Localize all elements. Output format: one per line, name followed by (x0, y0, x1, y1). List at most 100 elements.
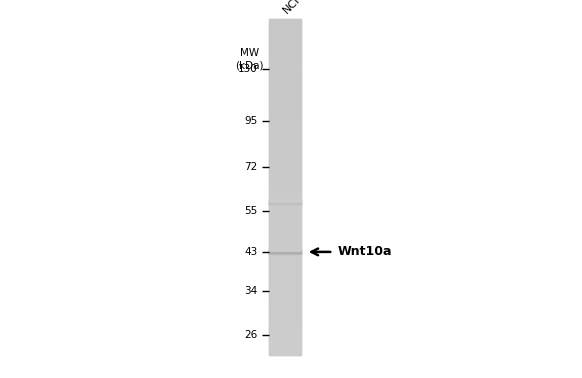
Bar (269, 116, 301, 120)
Bar (269, 150, 301, 153)
Bar (269, 96, 301, 100)
Text: 95: 95 (244, 116, 257, 126)
Bar (269, 234, 301, 238)
Bar (269, 93, 301, 96)
Bar (269, 19, 301, 22)
Bar (269, 183, 301, 187)
Bar (269, 119, 301, 123)
Bar (269, 113, 301, 116)
Bar (269, 203, 301, 207)
Bar (269, 106, 301, 110)
Bar (269, 308, 301, 311)
Bar (269, 231, 301, 234)
Bar (269, 56, 301, 59)
Text: 34: 34 (244, 286, 257, 296)
Bar (269, 194, 301, 197)
Bar (269, 22, 301, 26)
Bar (269, 62, 301, 66)
Bar (269, 99, 301, 103)
Bar (269, 257, 301, 261)
Bar (269, 89, 301, 93)
Bar (269, 261, 301, 265)
Bar (269, 311, 301, 315)
Bar (269, 281, 301, 285)
Bar (269, 318, 301, 322)
Bar (269, 335, 301, 339)
Bar (269, 251, 301, 254)
Bar (269, 240, 301, 244)
Bar (269, 264, 301, 268)
Bar (269, 274, 301, 278)
Bar (269, 288, 301, 291)
Bar (269, 123, 301, 127)
Bar (269, 139, 301, 143)
Text: MW
(kDa): MW (kDa) (235, 48, 264, 71)
Bar (269, 126, 301, 130)
Bar (269, 39, 301, 42)
Bar (269, 102, 301, 106)
Bar (269, 217, 301, 221)
Bar (269, 294, 301, 298)
Text: 43: 43 (244, 247, 257, 257)
Bar (269, 19, 301, 355)
Text: 130: 130 (238, 64, 257, 74)
Bar (269, 180, 301, 184)
Bar (269, 29, 301, 33)
Bar (269, 284, 301, 288)
Bar (269, 173, 301, 177)
Bar (269, 298, 301, 302)
Bar (269, 268, 301, 271)
Text: 72: 72 (244, 162, 257, 172)
Bar (269, 247, 301, 251)
Bar (269, 69, 301, 73)
Bar (269, 207, 301, 211)
Bar (269, 352, 301, 355)
Bar (269, 314, 301, 318)
Bar (269, 153, 301, 157)
Bar (269, 338, 301, 342)
Bar (269, 86, 301, 90)
Bar (269, 170, 301, 174)
Bar (269, 76, 301, 79)
Bar (269, 167, 301, 170)
Bar (269, 177, 301, 180)
Bar (269, 79, 301, 83)
Bar (269, 35, 301, 39)
Bar (269, 143, 301, 147)
Bar (269, 130, 301, 133)
Bar (269, 345, 301, 349)
Bar (269, 277, 301, 281)
Bar (269, 160, 301, 164)
Bar (269, 210, 301, 214)
Bar (269, 305, 301, 308)
Bar (269, 271, 301, 274)
Text: NCI-H929: NCI-H929 (281, 0, 326, 15)
Bar (269, 214, 301, 217)
Text: Wnt10a: Wnt10a (337, 245, 392, 259)
Bar (269, 190, 301, 194)
Bar (269, 156, 301, 160)
Bar (269, 66, 301, 70)
Bar (269, 72, 301, 76)
Text: 26: 26 (244, 330, 257, 340)
Bar (269, 220, 301, 224)
Bar (269, 59, 301, 63)
Bar (269, 301, 301, 305)
Bar (269, 32, 301, 36)
Bar (269, 45, 301, 49)
Bar (269, 224, 301, 228)
Bar (269, 328, 301, 332)
Bar (269, 348, 301, 352)
Bar (269, 200, 301, 204)
Bar (269, 325, 301, 328)
Bar (269, 82, 301, 86)
Bar (269, 291, 301, 295)
Bar (269, 146, 301, 150)
Bar (269, 332, 301, 335)
Bar (269, 52, 301, 56)
Bar (269, 254, 301, 258)
Bar (269, 133, 301, 136)
Bar (269, 341, 301, 345)
Bar (269, 187, 301, 191)
Bar (269, 163, 301, 167)
